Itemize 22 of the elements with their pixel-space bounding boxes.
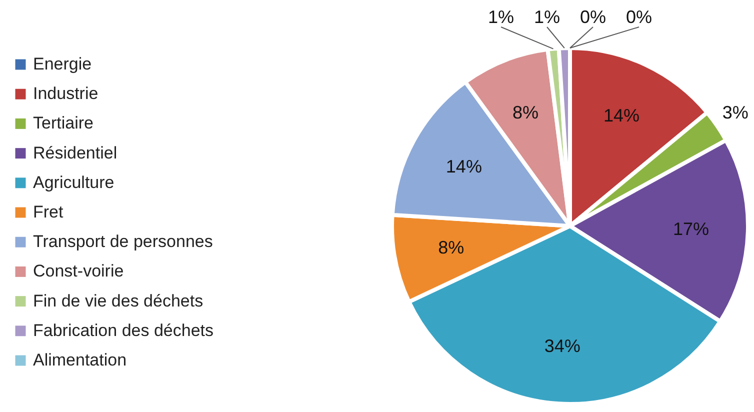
legend-label: Energie — [33, 54, 92, 74]
data-label: 8% — [512, 102, 538, 122]
data-label: 1% — [534, 7, 560, 27]
data-label: 8% — [438, 238, 464, 258]
legend-label: Tertiaire — [33, 114, 94, 133]
legend-label: Const-voirie — [33, 262, 124, 281]
data-label: 14% — [604, 105, 640, 126]
data-label: 17% — [672, 218, 709, 239]
legend-label: Industrie — [33, 84, 98, 104]
legend-label: Résidentiel — [33, 143, 118, 162]
data-label: 34% — [544, 336, 580, 356]
data-label: 1% — [488, 7, 514, 27]
text: 0% — [626, 7, 652, 27]
data-label: 14% — [446, 156, 482, 177]
legend-label: Alimentation — [33, 350, 127, 370]
legend-label: Transport de personnes — [33, 232, 213, 252]
legend-label: Fabrication des déchets — [33, 320, 214, 340]
data-label: 3% — [722, 102, 748, 123]
legend-label: Fret — [33, 202, 64, 222]
legend-label: Fin de vie des déchets — [33, 291, 204, 310]
legend-label: Agriculture — [33, 172, 114, 192]
text: 0% — [580, 7, 606, 27]
